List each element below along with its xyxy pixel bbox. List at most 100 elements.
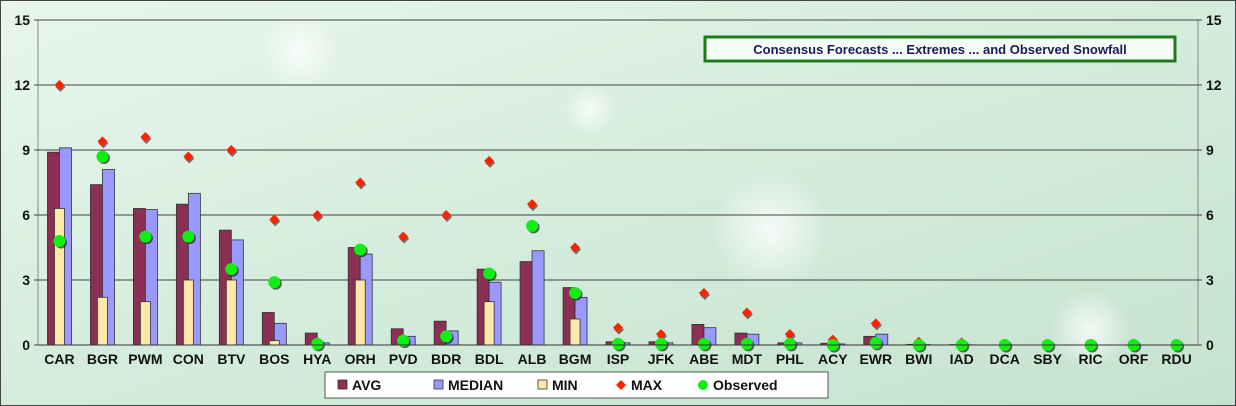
x-tick-label: BDL: [475, 351, 504, 367]
bar-avg: [261, 312, 275, 346]
bar-min: [140, 301, 151, 346]
observed-marker: [268, 276, 281, 289]
x-tick-label: JFK: [648, 351, 674, 367]
legend-label: MIN: [552, 377, 578, 393]
x-tick-label: CON: [173, 351, 204, 367]
bar-min: [569, 318, 581, 346]
max-marker: [140, 132, 151, 142]
max-marker: [613, 322, 623, 333]
legend-swatch: [537, 379, 548, 390]
max-marker: [741, 307, 752, 318]
max-marker: [441, 210, 452, 220]
bar-min: [268, 340, 280, 346]
observed-marker: [225, 263, 238, 276]
x-tick-label: PWM: [128, 351, 162, 367]
x-tick-label: BTV: [217, 351, 246, 367]
legend-label: AVG: [352, 377, 381, 393]
x-tick-label: RIC: [1079, 351, 1103, 367]
bar-min: [182, 279, 194, 346]
observed-marker: [440, 330, 453, 343]
max-marker: [570, 242, 581, 253]
y-tick-label: 3: [1206, 272, 1214, 288]
y-tick-label: 9: [22, 142, 30, 158]
max-marker: [784, 329, 795, 340]
chart-title: Consensus Forecasts ... Extremes ... and…: [753, 42, 1127, 57]
bar-min: [354, 279, 366, 346]
y-tick-label: 15: [1206, 12, 1222, 28]
observed-marker: [139, 230, 152, 243]
y-tick-label: 3: [22, 272, 30, 288]
observed-marker: [53, 235, 66, 247]
max-marker: [527, 199, 538, 210]
observed-marker: [397, 334, 410, 347]
observed-marker: [526, 219, 539, 232]
x-tick-label: BOS: [259, 351, 289, 367]
snowflake-decoration: [260, 10, 1130, 370]
x-tick-label: BWI: [905, 351, 932, 367]
observed-marker: [697, 337, 710, 350]
x-tick-label: ALB: [518, 351, 547, 367]
x-tick-label: ORF: [1119, 351, 1149, 367]
observed-marker: [740, 337, 753, 350]
legend-swatch: [433, 379, 444, 390]
max-marker: [226, 145, 237, 155]
x-tick-label: ACY: [818, 351, 848, 367]
x-tick-label: DCA: [989, 351, 1019, 367]
bar-min: [97, 296, 108, 346]
legend-label: MAX: [631, 377, 663, 393]
y-tick-label: 15: [14, 12, 30, 28]
y-tick-label: 6: [22, 207, 30, 223]
max-marker: [398, 231, 409, 242]
observed-marker: [182, 230, 195, 243]
x-axis: CAR BGR PWM CON BTV BOS HYA ORH PVD BDR BDL ALB BGM I…: [38, 344, 1198, 367]
x-tick-label: ORH: [345, 351, 376, 367]
observed-marker: [311, 337, 324, 350]
x-tick-label: RDU: [1161, 351, 1191, 367]
legend-label: MEDIAN: [448, 377, 503, 393]
max-marker: [183, 151, 194, 162]
max-marker: [484, 155, 495, 166]
max-marker: [54, 80, 65, 90]
legend-label: Observed: [713, 377, 778, 393]
x-tick-label: MDT: [732, 351, 763, 367]
x-tick-label: HYA: [303, 351, 331, 367]
observed-marker: [654, 337, 667, 350]
bar-median: [531, 250, 545, 346]
observed-marker: [96, 150, 109, 163]
x-tick-label: ISP: [607, 351, 630, 367]
x-tick-label: CAR: [44, 351, 74, 367]
x-tick-label: IAD: [950, 351, 974, 367]
x-tick-label: EWR: [859, 351, 892, 367]
legend-swatch: [337, 379, 348, 390]
x-tick-label: BGM: [559, 351, 592, 367]
max-marker: [870, 318, 881, 329]
y-axis-left: 0 3 6 9 12 15: [14, 12, 38, 353]
x-tick-label: BGR: [87, 351, 118, 367]
max-marker: [655, 329, 666, 340]
bar-avg: [519, 261, 533, 346]
title-box: Consensus Forecasts ... Extremes ... and…: [703, 35, 1177, 63]
legend-swatch: [698, 380, 708, 390]
max-marker: [97, 136, 108, 147]
y-tick-label: 9: [1206, 142, 1214, 158]
x-tick-label: ABE: [689, 351, 719, 367]
y-tick-label: 12: [1206, 77, 1222, 93]
y-tick-label: 6: [1206, 207, 1214, 223]
x-tick-label: BDR: [431, 351, 461, 367]
y-tick-label: 0: [1206, 337, 1214, 353]
y-axis-right: 0 3 6 9 12 15: [1198, 12, 1222, 353]
max-marker: [698, 288, 709, 298]
observed-marker: [483, 267, 496, 280]
observed-marker: [612, 337, 624, 350]
legend: AVG MEDIAN MIN MAX Observed: [324, 371, 829, 399]
x-tick-label: SBY: [1033, 351, 1062, 367]
bar-min: [225, 279, 237, 346]
bar-min: [54, 208, 65, 346]
max-marker: [355, 177, 366, 188]
max-marker: [269, 214, 280, 225]
observed-marker: [869, 336, 882, 349]
x-tick-label: PHL: [776, 351, 804, 367]
x-tick-label: PVD: [389, 351, 418, 367]
max-marker: [312, 210, 323, 220]
